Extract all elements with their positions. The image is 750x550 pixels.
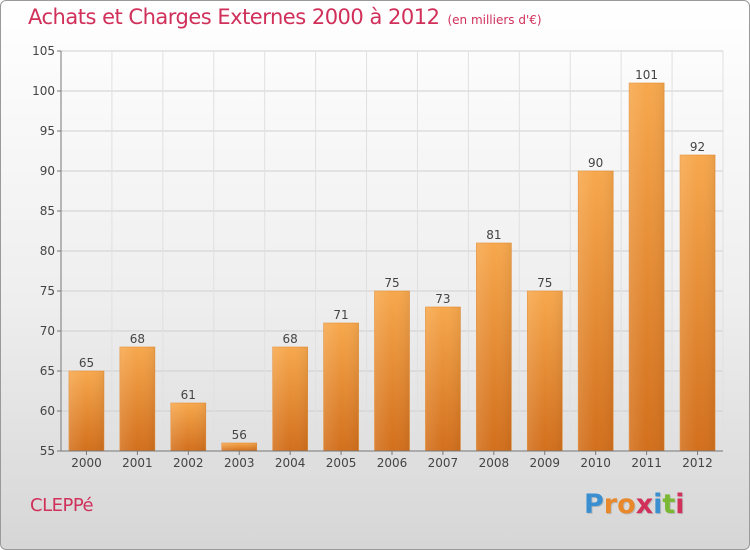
bar-value-label: 73 bbox=[435, 292, 450, 306]
logo-letter: t bbox=[662, 489, 676, 520]
x-tick-label: 2008 bbox=[479, 456, 510, 470]
x-tick-label: 2006 bbox=[377, 456, 408, 470]
bar-shine bbox=[527, 291, 563, 451]
bar-shine bbox=[221, 443, 257, 451]
x-tick-label: 2005 bbox=[326, 456, 357, 470]
y-tick-label: 90 bbox=[40, 164, 55, 178]
logo-letter: x bbox=[635, 489, 654, 520]
bar-value-label: 71 bbox=[333, 308, 348, 322]
x-tick-label: 2011 bbox=[631, 456, 662, 470]
x-tick-label: 2007 bbox=[428, 456, 459, 470]
x-tick-label: 2000 bbox=[71, 456, 102, 470]
y-tick-label: 80 bbox=[40, 244, 55, 258]
bar-shine bbox=[425, 307, 461, 451]
logo-letter: r bbox=[603, 489, 618, 520]
x-tick-label: 2010 bbox=[580, 456, 611, 470]
bar-value-label: 90 bbox=[588, 156, 603, 170]
y-tick-label: 85 bbox=[40, 204, 55, 218]
chart-unit-note: (en milliers d'€) bbox=[447, 13, 542, 27]
bar-shine bbox=[323, 323, 359, 451]
bar-value-label: 65 bbox=[79, 356, 94, 370]
commune-name: CLEPPé bbox=[30, 495, 94, 516]
bar-shine bbox=[170, 403, 206, 451]
bar-value-label: 68 bbox=[283, 332, 298, 346]
bar-value-label: 68 bbox=[130, 332, 145, 346]
y-tick-label: 65 bbox=[40, 364, 55, 378]
logo-letter: i bbox=[653, 489, 663, 520]
logo-letter: o bbox=[617, 489, 636, 520]
bar-value-label: 81 bbox=[486, 228, 501, 242]
bar-value-label: 92 bbox=[690, 140, 705, 154]
chart-title: Achats et Charges Externes 2000 à 2012 bbox=[28, 5, 440, 29]
axis-layer: 55 60 65 70 75 80 85 90 95 100 105 2000 2001 2002 2003… bbox=[32, 44, 723, 470]
y-tick-label: 70 bbox=[40, 324, 55, 338]
bar-value-label: 101 bbox=[635, 68, 658, 82]
x-tick-label: 2003 bbox=[224, 456, 255, 470]
labels-layer: 65 68 61 56 68 71 75 73 81 75 90 101 92 bbox=[79, 68, 705, 442]
bars-layer bbox=[68, 82, 716, 452]
bar-shine bbox=[119, 347, 155, 451]
bar-shine bbox=[476, 243, 512, 451]
y-tick-label: 100 bbox=[32, 84, 55, 98]
logo-letter: P bbox=[584, 489, 604, 520]
chart-title-block: Achats et Charges Externes 2000 à 2012 (e… bbox=[28, 5, 542, 29]
x-tick-label: 2001 bbox=[122, 456, 153, 470]
logo-letter: i bbox=[675, 489, 685, 520]
x-tick-label: 2004 bbox=[275, 456, 306, 470]
y-tick-label: 75 bbox=[40, 284, 55, 298]
proxiti-logo: Proxiti bbox=[584, 489, 685, 520]
y-tick-label: 55 bbox=[40, 444, 55, 458]
x-tick-label: 2012 bbox=[682, 456, 713, 470]
y-tick-label: 105 bbox=[32, 44, 55, 58]
bar-shine bbox=[680, 155, 716, 451]
bar-shine bbox=[272, 347, 308, 451]
bar-value-label: 75 bbox=[537, 276, 552, 290]
bar-value-label: 61 bbox=[181, 388, 196, 402]
y-tick-label: 60 bbox=[40, 404, 55, 418]
bar-shine bbox=[578, 171, 614, 451]
bar-shine bbox=[68, 371, 104, 451]
bar-shine bbox=[629, 83, 665, 451]
bar-shine bbox=[374, 291, 410, 451]
y-tick-label: 95 bbox=[40, 124, 55, 138]
x-tick-label: 2009 bbox=[529, 456, 560, 470]
bar-value-label: 56 bbox=[232, 428, 247, 442]
x-tick-label: 2002 bbox=[173, 456, 204, 470]
bar-value-label: 75 bbox=[384, 276, 399, 290]
